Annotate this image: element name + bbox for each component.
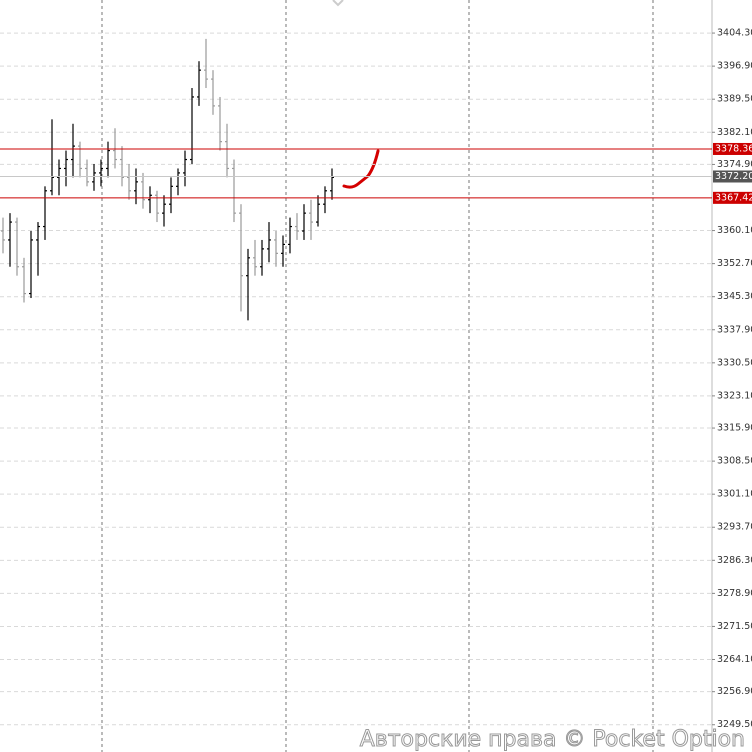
- level-box: [713, 142, 752, 155]
- y-tick-label: 3396.90: [717, 61, 752, 72]
- level-label: 3378.36: [715, 143, 752, 154]
- y-tick-label: 3301.10: [717, 489, 752, 500]
- y-tick-label: 3374.90: [717, 159, 752, 170]
- y-tick-label: 3271.50: [717, 621, 752, 632]
- last-price-box: [713, 170, 752, 183]
- level-label: 3367.42: [715, 192, 752, 203]
- y-tick-label: 3330.50: [717, 357, 752, 368]
- y-tick-label: 3286.30: [717, 555, 752, 566]
- y-tick-label: 3337.90: [717, 324, 752, 335]
- scroll-marker: [332, 0, 344, 7]
- y-tick-label: 3345.30: [717, 291, 752, 302]
- y-tick-label: 3323.10: [717, 390, 752, 401]
- y-tick-label: 3308.50: [717, 456, 752, 467]
- y-tick-label: 3256.90: [717, 686, 752, 697]
- y-tick-label: 3360.10: [717, 225, 752, 236]
- level-box: [713, 191, 752, 204]
- y-tick-label: 3315.90: [717, 423, 752, 434]
- watermark: Авторские права © Pocket Option: [360, 727, 745, 752]
- last-price-label: 3372.20: [715, 171, 752, 182]
- y-tick-label: 3404.30: [717, 28, 752, 39]
- y-tick-label: 3293.70: [717, 522, 752, 533]
- y-tick-label: 3249.50: [717, 719, 752, 730]
- drawn-arrow: [342, 149, 380, 189]
- y-tick-label: 3278.90: [717, 588, 752, 599]
- y-tick-label: 3382.10: [717, 127, 752, 138]
- y-tick-label: 3264.10: [717, 654, 752, 665]
- y-tick-label: 3352.70: [717, 258, 752, 269]
- y-tick-label: 3389.50: [717, 94, 752, 105]
